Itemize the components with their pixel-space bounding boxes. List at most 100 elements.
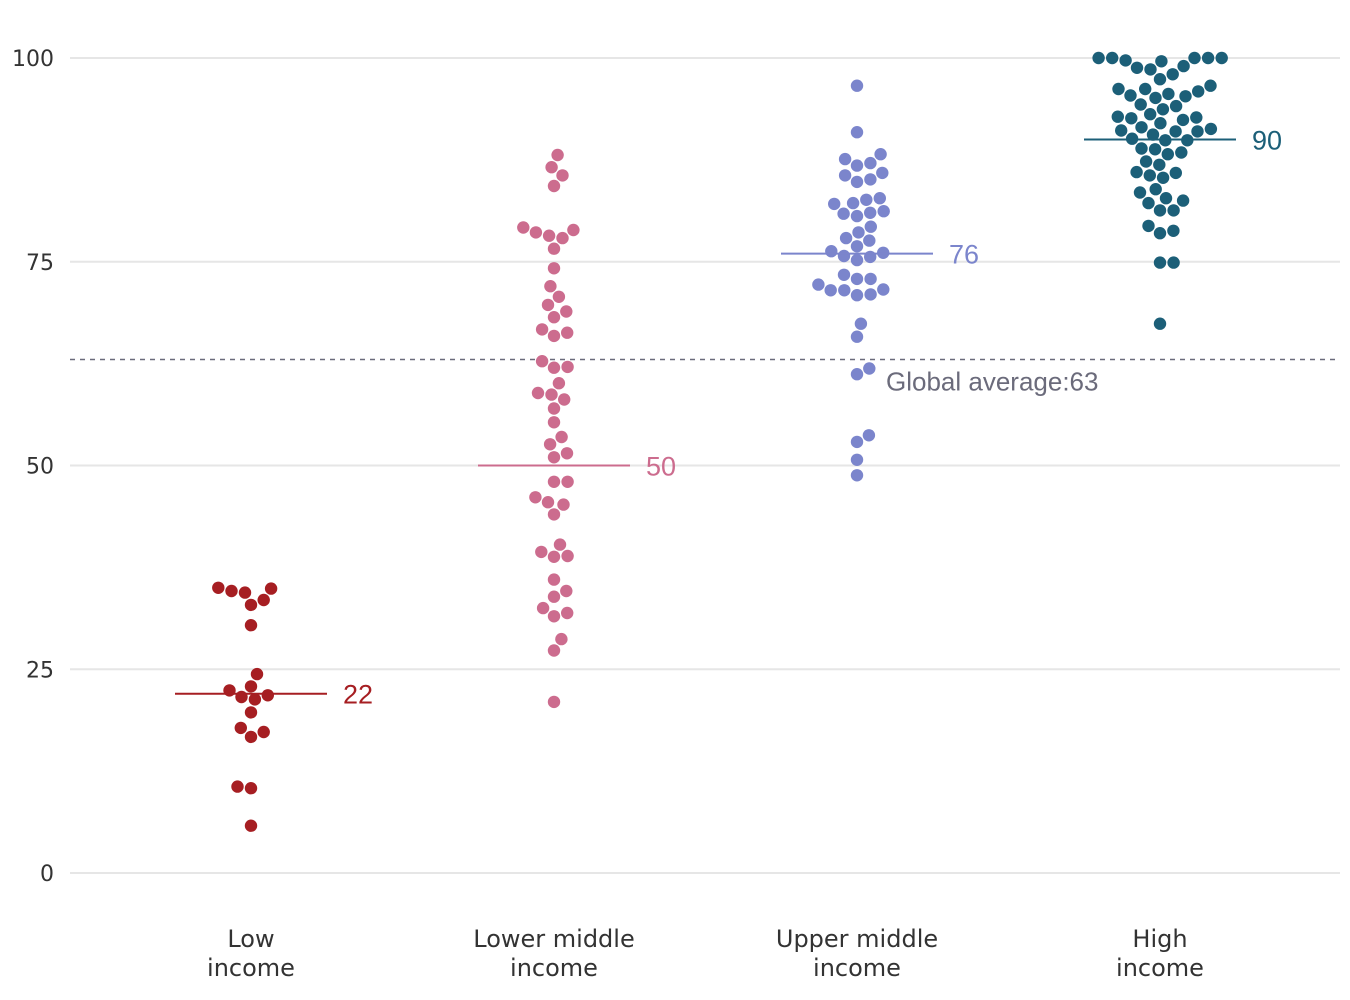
data-point [1125, 112, 1138, 125]
data-point [531, 386, 545, 400]
data-point [850, 175, 864, 189]
data-point [1204, 122, 1218, 136]
data-point [561, 606, 574, 620]
data-point [852, 226, 865, 239]
data-point [1135, 121, 1148, 134]
data-point [556, 169, 569, 182]
data-point [1139, 82, 1152, 96]
data-point [1144, 108, 1157, 121]
data-point [553, 538, 567, 551]
data-point [1135, 142, 1148, 155]
data-point [862, 429, 876, 442]
data-point [1167, 224, 1180, 237]
data-point [864, 250, 877, 264]
y-tick-label-75: 75 [26, 251, 54, 276]
y-tick-label-0: 0 [40, 862, 54, 887]
data-point [541, 298, 555, 312]
data-point [1124, 89, 1137, 102]
data-point [536, 601, 550, 615]
data-point [1215, 51, 1228, 65]
data-point [547, 475, 561, 488]
data-point [1119, 54, 1132, 67]
data-point [1092, 51, 1105, 65]
data-point [850, 368, 864, 381]
median-label-3: 90 [1252, 126, 1282, 156]
y-tick-label-100: 100 [12, 47, 54, 72]
data-point [235, 690, 248, 704]
data-point [257, 725, 270, 739]
data-point [828, 197, 841, 211]
data-point [244, 730, 258, 744]
data-point [552, 377, 566, 390]
data-point [864, 206, 877, 219]
data-point [1188, 51, 1201, 65]
data-point [1169, 125, 1182, 138]
data-point [560, 584, 573, 598]
data-point [1111, 110, 1125, 123]
data-point [567, 223, 580, 237]
y-tick-label-50: 50 [26, 455, 54, 480]
data-point [257, 593, 270, 607]
data-point [877, 205, 890, 218]
global-average-reference: Global average:63 [70, 358, 1340, 397]
data-point [1167, 204, 1180, 217]
data-point [261, 689, 274, 702]
data-point [543, 438, 557, 451]
data-point [552, 290, 566, 303]
data-point [529, 491, 542, 504]
data-point [1106, 51, 1119, 65]
data-point [864, 288, 877, 301]
data-point [1142, 219, 1155, 233]
data-point [556, 231, 569, 245]
data-point [850, 253, 864, 267]
data-point [547, 590, 561, 603]
data-point [873, 192, 886, 205]
category-label-3: High income [1116, 925, 1204, 982]
data-point [558, 393, 571, 406]
data-point [547, 550, 561, 563]
data-point [1148, 143, 1162, 156]
data-point [864, 220, 877, 233]
data-point [547, 242, 561, 255]
data-point [850, 209, 864, 223]
data-point [1144, 63, 1157, 76]
data-point [812, 278, 825, 291]
category-label-0: Low income [207, 925, 295, 982]
data-point [547, 695, 561, 709]
data-point [244, 782, 258, 795]
data-point [1175, 146, 1188, 159]
data-point [1154, 117, 1167, 130]
data-point [850, 435, 864, 449]
data-point [1176, 194, 1190, 207]
data-point [1143, 169, 1157, 182]
data-point [1153, 158, 1166, 171]
data-point [547, 361, 561, 374]
data-point [561, 475, 574, 488]
data-point [212, 581, 225, 594]
data-point [1156, 171, 1170, 184]
data-point [1115, 124, 1128, 137]
data-point [529, 226, 543, 239]
data-point [850, 79, 864, 92]
data-point [850, 272, 864, 286]
data-point [1139, 155, 1153, 168]
data-point [838, 152, 852, 166]
data-point [542, 229, 556, 242]
data-point [1112, 82, 1125, 96]
data-point [1149, 183, 1162, 196]
data-point [1149, 91, 1162, 105]
data-point [837, 207, 850, 220]
data-point [1156, 103, 1170, 116]
data-point [547, 416, 561, 429]
data-point [1159, 192, 1173, 205]
data-point [1191, 125, 1204, 138]
data-point [1134, 98, 1147, 111]
data-point [555, 632, 568, 646]
median-markers: 22 50 76 90 [175, 126, 1282, 710]
data-point [850, 469, 864, 482]
data-point [555, 430, 568, 444]
data-point [547, 610, 561, 623]
median-label-1: 50 [646, 452, 676, 482]
data-point [547, 402, 561, 415]
